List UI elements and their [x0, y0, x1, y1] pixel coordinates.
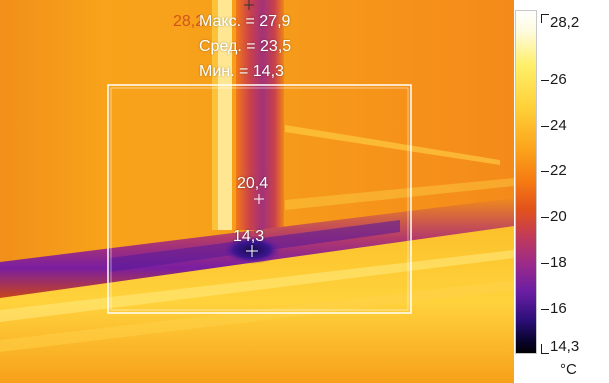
- color-scale-bar: [515, 10, 537, 354]
- scale-tick-max: [541, 14, 549, 15]
- scale-tick-min: [541, 353, 549, 354]
- scale-tick: [541, 171, 549, 172]
- scale-tick-label: 24: [550, 117, 567, 134]
- scale-tick: [541, 309, 549, 310]
- spot-warm-label: 20,4: [237, 175, 269, 192]
- max-stat: Макс. = 27,9: [199, 13, 291, 30]
- scale-tick: [541, 263, 549, 264]
- measurement-box[interactable]: [107, 84, 412, 314]
- temperature-unit: °C: [560, 361, 577, 378]
- scale-tick-label: 26: [550, 71, 567, 88]
- spot-cold-label: 14,3: [233, 228, 265, 245]
- scale-top-bracket: [541, 14, 542, 23]
- scale-tick: [541, 126, 549, 127]
- avg-stat: Сред. = 23,5: [199, 38, 292, 55]
- scale-bottom-bracket: [541, 344, 542, 354]
- scale-tick-label: 20: [550, 208, 567, 225]
- scale-tick-label: 22: [550, 162, 567, 179]
- max-temp-overlay-ghost: 28,2: [173, 13, 205, 30]
- max-marker-icon: [244, 0, 254, 10]
- min-stat: Мин. = 14,3: [199, 63, 284, 80]
- scale-tick-label: 18: [550, 254, 567, 271]
- scale-tick: [541, 80, 549, 81]
- thermal-image: [0, 0, 514, 383]
- scale-tick-label: 16: [550, 300, 567, 317]
- scale-tick: [541, 217, 549, 218]
- spot-warm-crosshair[interactable]: [254, 194, 264, 204]
- scale-max-label: 28,2: [550, 14, 580, 31]
- scale-min-label: 14,3: [550, 338, 580, 355]
- spot-cold-crosshair[interactable]: [246, 245, 258, 257]
